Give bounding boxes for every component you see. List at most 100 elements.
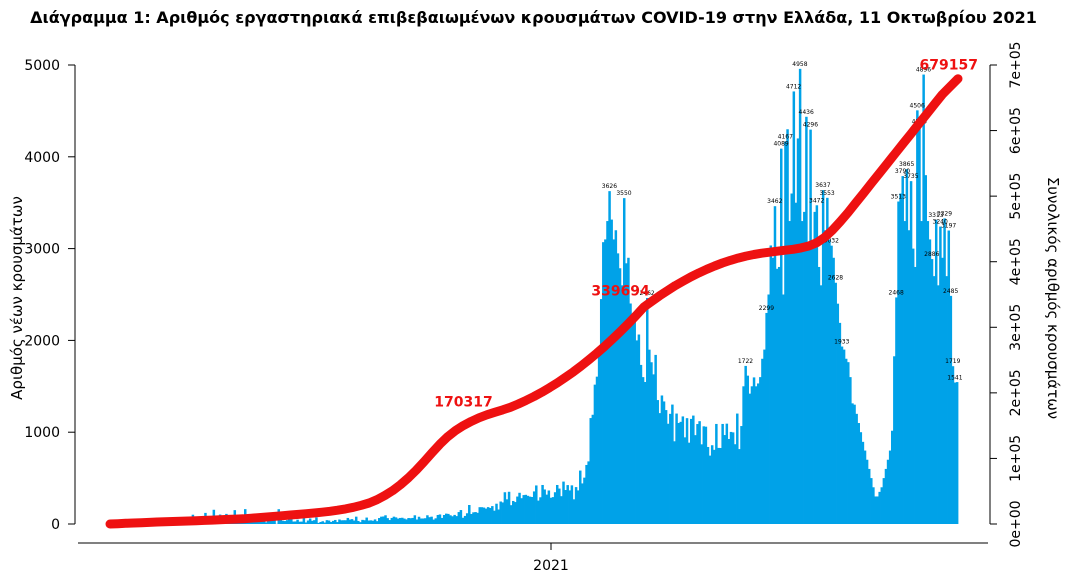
bar — [635, 340, 639, 524]
bar — [415, 519, 419, 524]
chart-title: Διάγραμμα 1: Αριθμός εργαστηριακά επιβεβ… — [30, 8, 1037, 27]
bar — [914, 266, 917, 524]
data-label: 1719 — [945, 358, 960, 365]
left-axis-label: Αριθμός νέων κρουσμάτων — [8, 196, 26, 400]
bar — [671, 404, 674, 524]
bar — [384, 515, 387, 524]
bar — [325, 520, 329, 524]
bar — [522, 495, 525, 524]
bar — [658, 413, 662, 524]
bar — [681, 416, 685, 524]
left-axis-tick-label: 5000 — [24, 58, 60, 74]
bar-series — [116, 68, 959, 525]
data-label: 3790 — [895, 168, 910, 175]
bar — [750, 386, 754, 524]
bar — [532, 491, 536, 524]
bar — [549, 497, 553, 524]
data-label: 4436 — [799, 109, 814, 116]
bar — [344, 520, 347, 524]
bar — [413, 515, 417, 524]
bar — [421, 518, 425, 524]
bar — [317, 522, 320, 524]
data-label: 3513 — [891, 194, 906, 201]
left-axis-tick-label: 1000 — [24, 425, 60, 441]
bar — [357, 520, 360, 524]
bar — [694, 435, 697, 524]
bar — [551, 497, 555, 524]
bar — [319, 521, 322, 524]
bar — [480, 507, 484, 524]
bar — [405, 519, 408, 524]
bar — [472, 512, 475, 524]
bar — [669, 413, 672, 524]
bar — [501, 502, 505, 524]
bar — [296, 519, 299, 524]
bar — [771, 257, 775, 524]
bar — [930, 259, 934, 524]
bar — [878, 491, 881, 524]
left-axis-tick-label: 2000 — [24, 333, 60, 349]
bar — [784, 141, 787, 524]
bar — [543, 489, 546, 524]
bar — [803, 211, 806, 524]
bar — [777, 266, 781, 524]
bar — [639, 364, 643, 524]
bar — [652, 374, 655, 524]
bar — [824, 230, 827, 525]
bar — [786, 129, 789, 524]
bar — [939, 226, 942, 524]
bar — [419, 518, 423, 524]
bar — [474, 512, 477, 524]
bar — [725, 423, 729, 524]
bar — [811, 248, 814, 524]
bar — [378, 518, 381, 524]
cumulative-line-series — [105, 74, 963, 529]
bar — [891, 430, 894, 524]
bar — [434, 518, 438, 524]
bar — [449, 515, 452, 524]
bar — [468, 505, 471, 524]
bar — [495, 503, 498, 524]
bar — [733, 444, 737, 524]
bar — [290, 518, 293, 524]
bar — [283, 521, 287, 524]
bar — [292, 521, 295, 524]
bar — [604, 239, 607, 525]
bar — [922, 74, 925, 525]
data-label: 3865 — [899, 161, 914, 168]
bar — [796, 138, 800, 524]
bar — [882, 478, 886, 524]
bar — [566, 485, 569, 524]
bar — [585, 464, 588, 524]
bar — [269, 520, 272, 524]
bar — [308, 518, 312, 524]
bar — [719, 447, 722, 524]
bar — [432, 519, 435, 524]
bar — [463, 515, 467, 524]
bar — [813, 211, 817, 524]
data-label: 4296 — [803, 122, 818, 129]
bar — [457, 512, 461, 524]
bar — [951, 366, 955, 524]
data-label: 1933 — [834, 339, 849, 346]
bar — [717, 447, 720, 524]
right-axis-tick-label: 0e+00 — [1008, 500, 1024, 547]
bar — [348, 519, 352, 524]
bar — [949, 295, 953, 524]
bar — [916, 110, 919, 524]
data-label: 4506 — [910, 102, 925, 109]
bar — [602, 242, 605, 525]
bar — [629, 303, 632, 524]
bar — [407, 518, 410, 524]
bar — [689, 418, 693, 524]
bar — [576, 490, 580, 524]
data-label: 3637 — [815, 182, 830, 189]
bar — [664, 410, 668, 524]
cumulative-annotation: 339694 — [591, 283, 650, 299]
right-axis-tick-label: 5e+05 — [1008, 173, 1024, 220]
bar — [830, 245, 833, 524]
bar — [461, 517, 465, 524]
bar — [497, 509, 500, 524]
data-label: 3462 — [767, 198, 782, 205]
bar — [637, 334, 641, 524]
